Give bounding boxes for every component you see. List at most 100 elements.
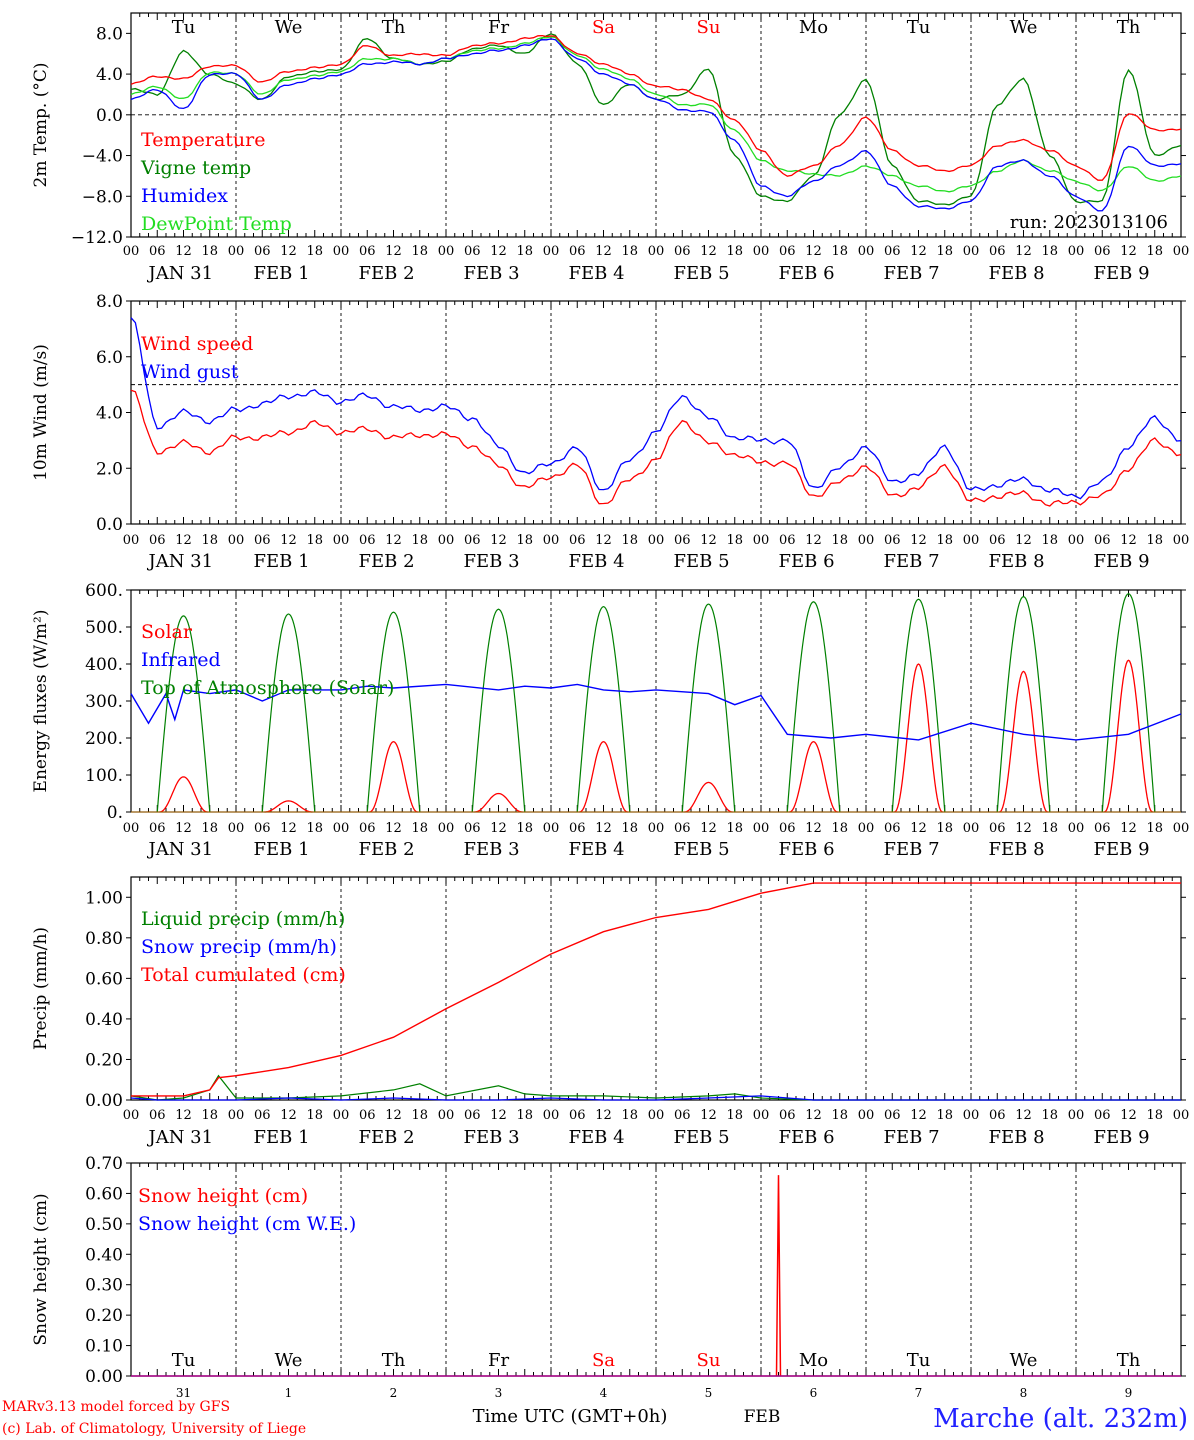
toa-solar-curve — [1101, 593, 1156, 813]
x-date-label: FEB 5 — [674, 1127, 730, 1148]
x-hour-label: 00 — [753, 533, 770, 548]
y-tick-label: 8.0 — [96, 292, 123, 312]
x-hour-label: 00 — [753, 244, 770, 259]
x-hour-label: 00 — [543, 821, 560, 836]
y-tick-label: 0.60 — [85, 1184, 123, 1204]
x-hour-label: 00 — [1068, 1108, 1085, 1123]
x-date-label: JAN 31 — [147, 263, 214, 284]
x-hour-label: 12 — [280, 1108, 297, 1123]
day-number-label: 8 — [1020, 1386, 1028, 1400]
y-tick-label: 0.20 — [85, 1050, 123, 1070]
x-hour-label: 12 — [805, 533, 822, 548]
x-date-label: FEB 7 — [884, 551, 940, 572]
x-hour-label: 18 — [831, 1108, 848, 1123]
x-hour-label: 06 — [779, 1108, 796, 1123]
x-hour-label: 18 — [201, 1108, 218, 1123]
y-tick-label: 300. — [85, 692, 123, 712]
x-hour-label: 12 — [1015, 244, 1032, 259]
y-tick-label: 0.40 — [85, 1245, 123, 1265]
day-of-week-label: Su — [697, 17, 721, 38]
x-hour-label: 00 — [228, 244, 245, 259]
x-hour-label: 12 — [595, 1108, 612, 1123]
plot-frame — [130, 12, 1182, 238]
day-number-label: 4 — [600, 1386, 608, 1400]
x-hour-label: 06 — [359, 533, 376, 548]
x-hour-label: 18 — [621, 1108, 638, 1123]
day-of-week-label: Sa — [592, 17, 615, 38]
day-of-week-label: Fr — [488, 17, 509, 38]
x-hour-label: 18 — [306, 821, 323, 836]
x-hour-label: 00 — [543, 244, 560, 259]
x-hour-label: 06 — [989, 1108, 1006, 1123]
x-hour-label: 12 — [1120, 244, 1137, 259]
day-number-label: 7 — [915, 1386, 923, 1400]
y-tick-label: 0.80 — [85, 929, 123, 949]
x-date-label: FEB 3 — [464, 551, 520, 572]
x-hour-label: 06 — [359, 821, 376, 836]
x-hour-label: 18 — [201, 244, 218, 259]
x-hour-label: 18 — [1041, 1108, 1058, 1123]
x-hour-label: 12 — [490, 533, 507, 548]
x-hour-label: 06 — [884, 533, 901, 548]
y-tick-label: 200. — [85, 729, 123, 749]
x-hour-label: 12 — [385, 1108, 402, 1123]
x-hour-label: 18 — [306, 1108, 323, 1123]
x-hour-label: 12 — [700, 244, 717, 259]
x-hour-label: 12 — [805, 244, 822, 259]
x-hour-label: 00 — [1068, 821, 1085, 836]
toa-solar-curve — [366, 611, 421, 813]
x-hour-label: 00 — [753, 821, 770, 836]
x-date-label: FEB 9 — [1094, 551, 1150, 572]
y-tick-label: 100. — [85, 766, 123, 786]
x-hour-label: 00 — [1068, 244, 1085, 259]
solar-curve — [159, 776, 208, 813]
x-hour-label: 00 — [123, 1108, 140, 1123]
x-hour-label: 00 — [438, 1108, 455, 1123]
x-hour-label: 12 — [1120, 821, 1137, 836]
x-hour-label: 12 — [700, 1108, 717, 1123]
x-hour-label: 06 — [989, 244, 1006, 259]
x-date-label: FEB 9 — [1094, 839, 1150, 860]
x-hour-label: 18 — [1041, 821, 1058, 836]
x-hour-label: 06 — [1094, 1108, 1111, 1123]
x-hour-label: 12 — [1120, 1108, 1137, 1123]
x-hour-label: 06 — [1094, 244, 1111, 259]
x-date-label: FEB 3 — [464, 263, 520, 284]
legend-entry: Infrared — [141, 649, 221, 671]
x-hour-label: 00 — [963, 244, 980, 259]
x-hour-label: 18 — [516, 821, 533, 836]
legend-entry: Snow height (cm) — [138, 1185, 308, 1207]
day-number-label: 1 — [285, 1386, 293, 1400]
x-date-label: FEB 6 — [779, 263, 835, 284]
x-hour-label: 18 — [936, 821, 953, 836]
x-hour-label: 06 — [569, 1108, 586, 1123]
x-hour-label: 18 — [306, 533, 323, 548]
x-hour-label: 06 — [464, 1108, 481, 1123]
x-hour-label: 18 — [201, 533, 218, 548]
day-number-label: 3 — [495, 1386, 503, 1400]
y-tick-label: 0.00 — [85, 1367, 123, 1387]
day-number-label: 31 — [176, 1386, 191, 1400]
x-date-label: FEB 8 — [989, 551, 1045, 572]
solar-curve — [579, 741, 628, 813]
x-date-label: FEB 6 — [779, 1127, 835, 1148]
toa-solar-curve — [576, 605, 631, 813]
location-label: Marche (alt. 232m) — [933, 1404, 1188, 1434]
series-line-humidex — [130, 38, 1182, 212]
x-hour-label: 12 — [1015, 821, 1032, 836]
solar-curve — [369, 741, 418, 813]
panel-2: 0.0 2.0 4.0 6.0 8.0 10m Wind (m/s) 00 06 12 18 00 0… — [31, 292, 1189, 572]
x-hour-label: 18 — [831, 244, 848, 259]
y-tick-label: −12.0 — [71, 228, 123, 248]
y-tick-label: 0.10 — [85, 1337, 123, 1357]
x-hour-label: 06 — [464, 821, 481, 836]
x-hour-label: 06 — [569, 533, 586, 548]
day-number-label: 2 — [390, 1386, 398, 1400]
y-tick-label: 500. — [85, 618, 123, 638]
x-date-label: JAN 31 — [147, 551, 214, 572]
y-tick-label: 400. — [85, 655, 123, 675]
day-of-week-label: We — [275, 17, 303, 38]
x-hour-label: 06 — [569, 244, 586, 259]
day-of-week-label: Tu — [172, 1350, 196, 1371]
x-hour-label: 06 — [149, 821, 166, 836]
